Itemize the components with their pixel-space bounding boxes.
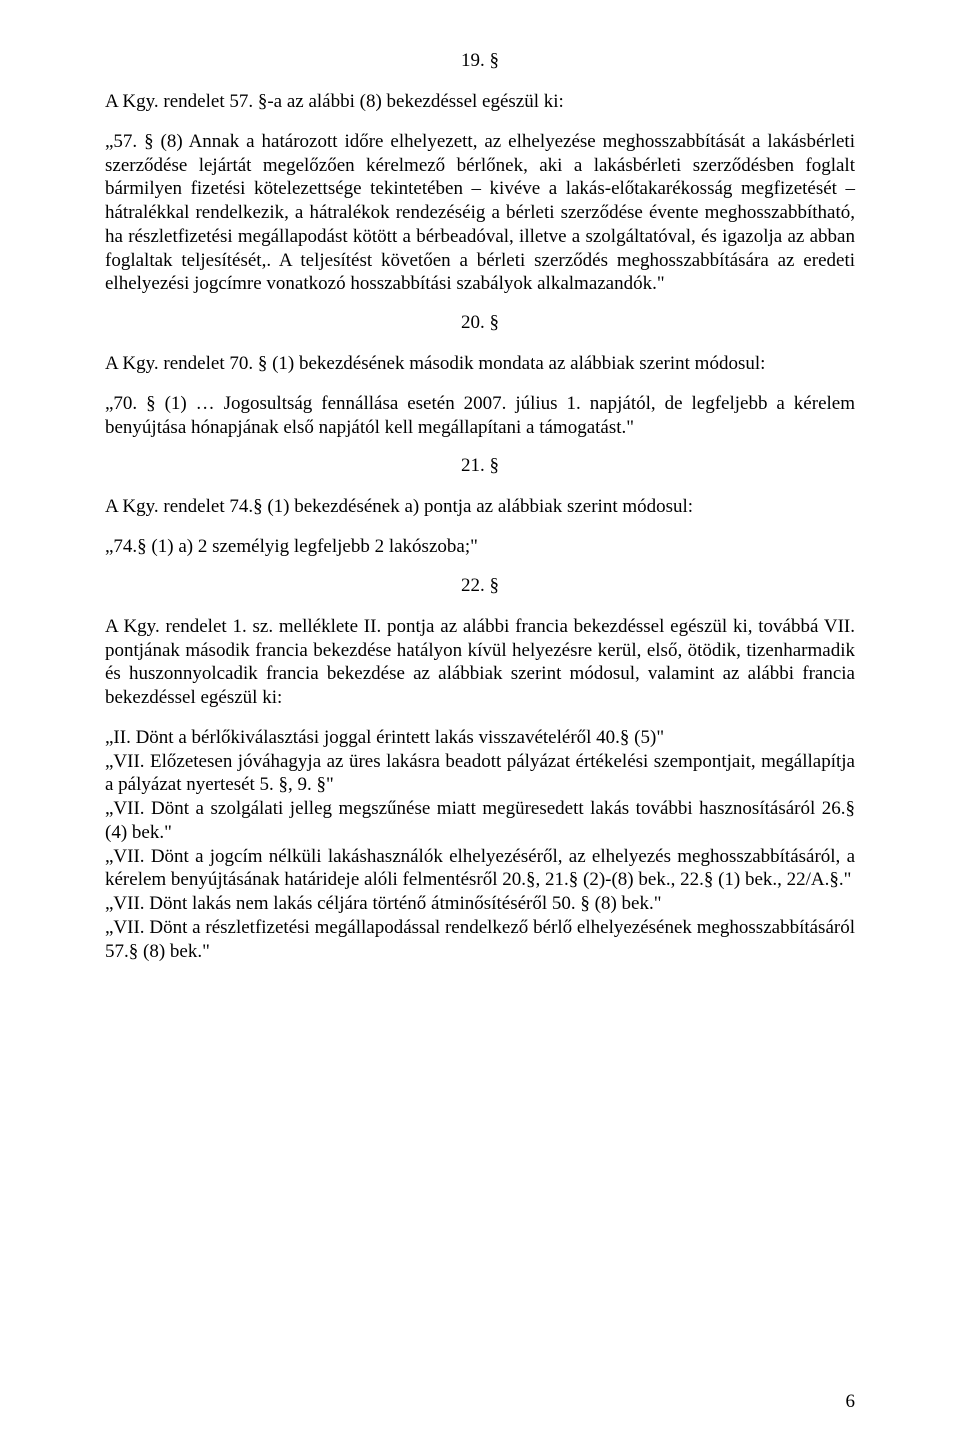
section-21-number: 21. § (105, 455, 855, 477)
section-21-intro: A Kgy. rendelet 74.§ (1) bekezdésének a)… (105, 495, 855, 519)
section-21-body: „74.§ (1) a) 2 személyig legfeljebb 2 la… (105, 535, 855, 559)
section-22-number: 22. § (105, 575, 855, 597)
section-22-item-1: „II. Dönt a bérlőkiválasztási joggal éri… (105, 726, 855, 750)
section-20-body: „70. § (1) … Jogosultság fennállása eset… (105, 392, 855, 440)
page-number: 6 (846, 1391, 856, 1413)
section-20-intro: A Kgy. rendelet 70. § (1) bekezdésének m… (105, 352, 855, 376)
section-22-item-6: „VII. Dönt a részletfizetési megállapodá… (105, 916, 855, 964)
section-22-item-4: „VII. Dönt a jogcím nélküli lakáshasznál… (105, 845, 855, 893)
section-22-item-2: „VII. Előzetesen jóváhagyja az üres laká… (105, 750, 855, 798)
section-19-intro: A Kgy. rendelet 57. §-a az alábbi (8) be… (105, 90, 855, 114)
section-20-number: 20. § (105, 312, 855, 334)
section-19-body: „57. § (8) Annak a határozott időre elhe… (105, 130, 855, 296)
section-22-item-3: „VII. Dönt a szolgálati jelleg megszűnés… (105, 797, 855, 845)
section-19-number: 19. § (105, 50, 855, 72)
section-22-intro: A Kgy. rendelet 1. sz. melléklete II. po… (105, 615, 855, 710)
document-page: 19. § A Kgy. rendelet 57. §-a az alábbi … (0, 0, 960, 1451)
section-22-item-5: „VII. Dönt lakás nem lakás céljára törté… (105, 892, 855, 916)
